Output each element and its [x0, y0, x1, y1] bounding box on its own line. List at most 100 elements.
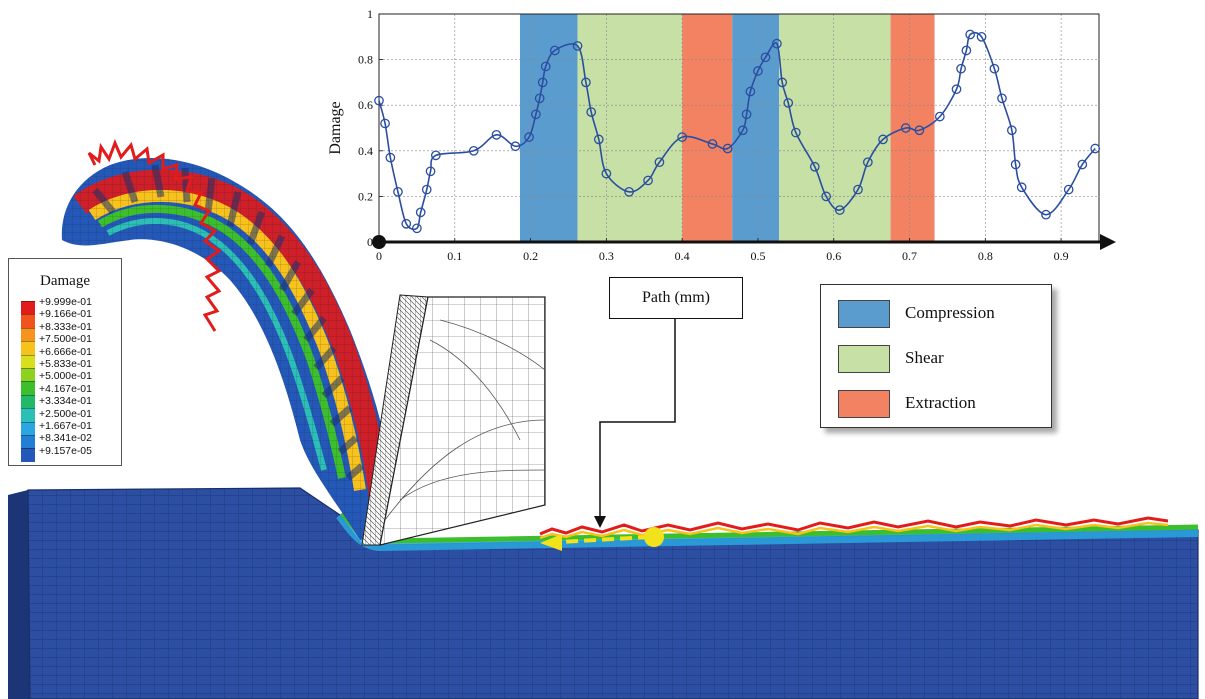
data-point	[821, 191, 832, 202]
data-point	[412, 223, 422, 234]
chart-axes: 0 0.1 0.2 0.3 0.4 0.5 0.6 0.7 0.8 0.9 0 0.2 0.4 0.6 0.…	[358, 7, 1116, 263]
data-point	[374, 95, 384, 106]
contour-level-label: +9.166e-01	[39, 309, 92, 321]
x-tick-label: 0.3	[599, 249, 614, 263]
contour-level-label: +5.833e-01	[39, 359, 92, 371]
contour-swatch	[21, 381, 35, 395]
damage-contour-legend: Damage +9.999e-01 +9.166e-01 +8.333e-01 +7.…	[8, 258, 122, 466]
y-tick-label: 0.8	[358, 53, 373, 67]
data-point	[537, 77, 548, 88]
contour-swatch	[21, 394, 35, 409]
data-point	[540, 61, 551, 72]
data-point	[1090, 143, 1101, 154]
data-point	[862, 157, 873, 168]
contour-level-label: +7.500e-01	[39, 334, 92, 346]
contour-legend-title: Damage	[40, 273, 90, 289]
data-point	[1016, 182, 1027, 193]
contour-level-label: +8.341e-02	[39, 433, 92, 445]
contour-swatch	[21, 367, 35, 382]
x-tick-label: 0.8	[978, 249, 993, 263]
data-point	[951, 84, 962, 95]
data-point	[772, 38, 782, 49]
y-tick-label: 1	[367, 7, 373, 21]
contour-legend-swatches	[21, 301, 35, 462]
data-point	[976, 31, 987, 42]
y-tick-label: 0.6	[358, 98, 373, 112]
band-extraction	[682, 14, 733, 242]
data-point	[421, 184, 432, 195]
data-point	[1006, 125, 1017, 136]
data-point	[491, 129, 502, 140]
data-point	[989, 63, 1000, 74]
compression-label: Compression	[905, 303, 995, 322]
data-point	[1010, 159, 1021, 170]
data-point	[531, 109, 541, 120]
contour-swatch	[21, 434, 35, 449]
contour-level-label: +8.333e-01	[39, 321, 92, 333]
x-tick-label: 0.9	[1054, 249, 1069, 263]
contour-level-label: +1.667e-01	[39, 421, 92, 433]
contour-level-label: +6.666e-01	[39, 346, 92, 358]
data-point	[510, 141, 521, 152]
data-point	[385, 152, 396, 163]
data-point	[722, 143, 733, 154]
band-shear	[779, 14, 891, 242]
data-point	[790, 127, 801, 138]
data-point	[741, 109, 752, 120]
extraction-label: Extraction	[905, 393, 976, 412]
data-point	[1063, 184, 1074, 195]
x-tick-label: 0.2	[523, 249, 538, 263]
band-shear	[577, 14, 683, 242]
data-point	[624, 186, 634, 197]
compression-swatch	[838, 300, 890, 328]
y-axis-label: Damage	[327, 101, 344, 154]
data-point	[534, 93, 545, 104]
contour-level-label: +2.500e-01	[39, 408, 92, 420]
data-point	[777, 77, 788, 88]
contour-swatch	[21, 314, 35, 328]
data-point	[753, 66, 763, 76]
contour-swatch	[21, 408, 35, 422]
data-point	[900, 123, 911, 133]
data-point	[601, 168, 612, 179]
band-compression	[732, 14, 780, 242]
contour-swatch	[21, 354, 35, 368]
data-point	[834, 205, 845, 215]
data-point	[737, 125, 748, 136]
y-tick-label: 0	[367, 235, 373, 249]
x-tick-label: 0.4	[675, 249, 690, 263]
path-arrow	[540, 527, 664, 551]
origin-dot	[372, 235, 386, 249]
data-point	[415, 207, 426, 218]
x-tick-label: 0.1	[447, 249, 462, 263]
data-point	[643, 175, 653, 186]
contour-swatch	[21, 421, 35, 435]
contour-swatch	[21, 301, 35, 315]
damage-line	[378, 31, 1096, 231]
x-tick-label: 0.6	[826, 249, 841, 263]
contour-level-label: +9.157e-05	[39, 445, 92, 457]
data-point	[914, 125, 925, 136]
data-point	[593, 134, 604, 145]
data-point	[549, 45, 560, 56]
region-legend: Compression Shear Extraction	[820, 284, 1052, 428]
data-point	[1077, 159, 1088, 170]
data-point	[524, 132, 534, 142]
data-point	[581, 77, 591, 88]
chip	[61, 138, 396, 540]
contour-level-label: +3.334e-01	[39, 396, 92, 408]
x-axis-arrow	[1100, 234, 1116, 250]
data-point	[745, 86, 756, 97]
data-point	[654, 157, 665, 168]
contour-legend-labels: +9.999e-01 +9.166e-01 +8.333e-01 +7.500e-01…	[39, 297, 92, 458]
contour-swatch	[21, 327, 35, 342]
data-point	[997, 93, 1007, 104]
data-point	[401, 218, 412, 229]
damage-chart: 0 0.1 0.2 0.3 0.4 0.5 0.6 0.7 0.8 0.9 0 0.2 0.4 0.6 0.…	[327, 7, 1116, 263]
data-point	[707, 139, 718, 149]
band-compression	[519, 14, 578, 242]
x-tick-label: 0.5	[750, 249, 765, 263]
data-point	[677, 132, 688, 142]
